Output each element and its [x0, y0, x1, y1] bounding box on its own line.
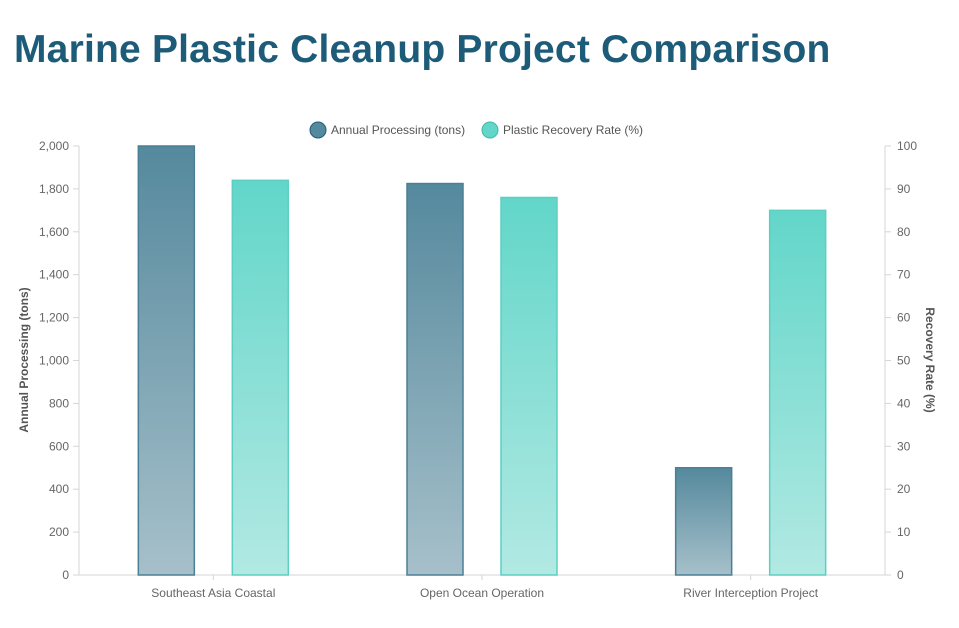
bar-recovery-rate[interactable] [500, 196, 558, 576]
x-category-label: Open Ocean Operation [420, 586, 544, 600]
y-right-tick-label: 30 [897, 439, 911, 453]
legend-label-recovery-rate: Plastic Recovery Rate (%) [503, 123, 643, 137]
y-left-tick-label: 1,400 [39, 268, 69, 282]
y-left-tick-label: 400 [49, 482, 69, 496]
y-right-tick-label: 100 [897, 139, 917, 153]
y-left-tick-label: 2,000 [39, 139, 69, 153]
y-right-tick-label: 0 [897, 568, 904, 582]
legend-swatch-annual-processing [309, 121, 327, 139]
bars [137, 145, 827, 576]
y-left-tick-label: 200 [49, 525, 69, 539]
y-right-tick-label: 10 [897, 525, 911, 539]
y-right-tick-label: 90 [897, 182, 911, 196]
axes [78, 146, 886, 576]
y-left-tick-label: 600 [49, 439, 69, 453]
bar-annual-processing[interactable] [674, 467, 733, 576]
y-left-tick-label: 1,000 [39, 354, 69, 368]
legend-swatch-recovery-rate [481, 121, 499, 139]
bar-recovery-rate[interactable] [768, 209, 827, 576]
bar-recovery-rate[interactable] [231, 179, 290, 576]
legend-item-recovery-rate[interactable]: Plastic Recovery Rate (%) [481, 121, 643, 139]
y-right-tick-label: 20 [897, 482, 911, 496]
y-right-tick-label: 80 [897, 225, 911, 239]
x-category-label: Southeast Asia Coastal [151, 586, 275, 600]
y-left-tick-label: 1,600 [39, 225, 69, 239]
y-left-tick-label: 0 [62, 568, 69, 582]
x-axis-categories: Southeast Asia Coastal Open Ocean Operati… [151, 575, 819, 600]
y-right-tick-label: 40 [897, 396, 911, 410]
bar-annual-processing[interactable] [406, 182, 464, 576]
y-axis-right-title: Recovery Rate (%) [923, 307, 937, 412]
legend-item-annual-processing[interactable]: Annual Processing (tons) [309, 121, 465, 139]
y-left-tick-label: 1,200 [39, 311, 69, 325]
y-left-tick-label: 1,800 [39, 182, 69, 196]
y-right-tick-label: 60 [897, 311, 911, 325]
y-right-tick-label: 50 [897, 354, 911, 368]
y-left-tick-label: 800 [49, 396, 69, 410]
legend-label-annual-processing: Annual Processing (tons) [331, 123, 465, 137]
y-right-tick-label: 70 [897, 268, 911, 282]
bar-annual-processing[interactable] [137, 145, 196, 576]
page-title: Marine Plastic Cleanup Project Compariso… [14, 28, 831, 71]
legend: Annual Processing (tons) Plastic Recover… [309, 121, 643, 139]
x-category-label: River Interception Project [683, 586, 818, 600]
y-axis-left-title: Annual Processing (tons) [17, 287, 31, 432]
y-axis-right-ticks: 0 10 20 30 40 50 60 70 80 90 100 [885, 139, 917, 582]
y-axis-left-ticks: 0 200 400 600 800 1,000 1,200 1,400 1,600 1,800 2,… [39, 139, 79, 582]
